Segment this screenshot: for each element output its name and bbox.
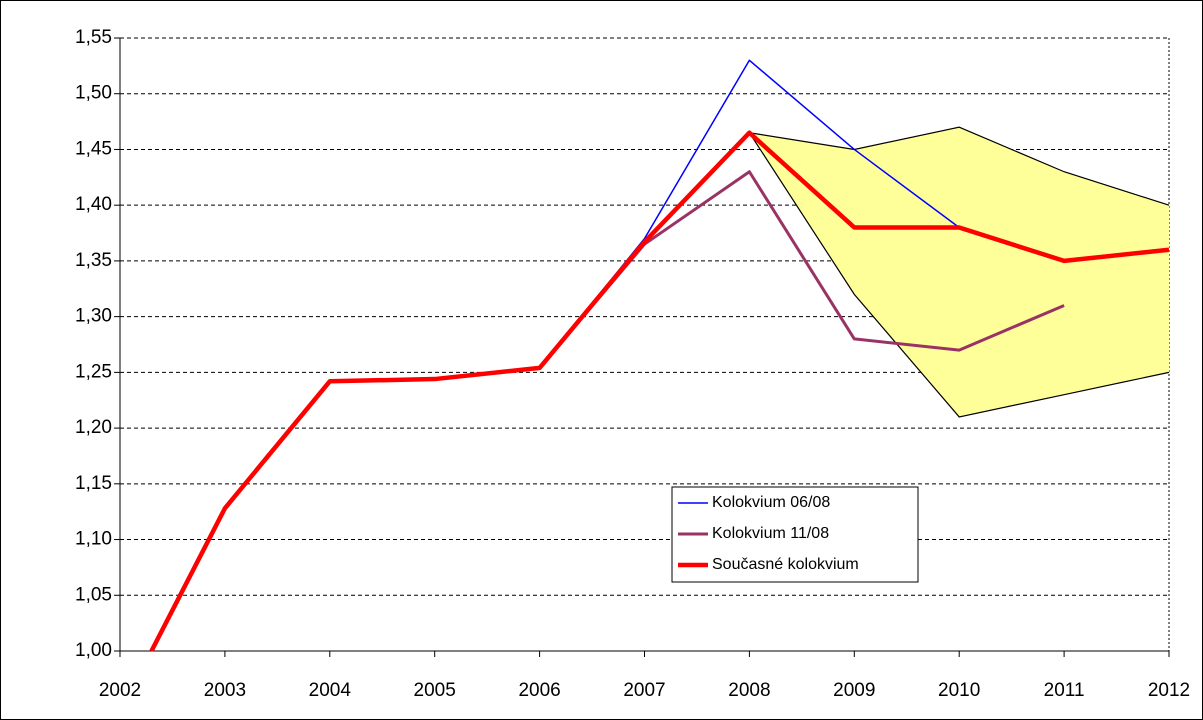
y-tick-label: 1,20 <box>75 417 112 438</box>
y-tick-label: 1,40 <box>75 194 112 215</box>
x-tick-label: 2002 <box>99 680 141 701</box>
band-edge <box>749 126 1170 206</box>
y-tick-label: 1,00 <box>75 640 112 661</box>
legend-label: Kolokvium 11/08 <box>712 525 829 542</box>
x-tick-label: 2004 <box>309 680 352 701</box>
y-tick-label: 1,05 <box>75 584 112 605</box>
y-tick-label: 1,30 <box>75 306 112 327</box>
x-tick-label: 2012 <box>1148 680 1190 701</box>
band-edge <box>748 132 1170 418</box>
x-tick-label: 2008 <box>728 680 770 701</box>
x-tick-label: 2009 <box>833 680 875 701</box>
x-tick-label: 2010 <box>938 680 980 701</box>
y-tick-label: 1,50 <box>75 83 112 104</box>
legend: Kolokvium 06/08 Kolokvium 11/08 Současné k… <box>671 486 919 583</box>
legend-label: Kolokvium 06/08 <box>712 494 830 511</box>
legend-label: Současné kolokvium <box>712 556 859 573</box>
y-tick-label: 1,10 <box>75 529 112 550</box>
band-area <box>749 127 1169 417</box>
x-tick-label: 2007 <box>623 680 665 701</box>
y-tick-label: 1,55 <box>75 27 112 48</box>
y-tick-label: 1,25 <box>75 361 112 382</box>
x-tick-label: 2011 <box>1044 680 1085 701</box>
x-tick-label: 2005 <box>414 680 456 701</box>
legend-box <box>671 486 919 583</box>
y-tick-label: 1,45 <box>75 138 112 159</box>
y-tick-label: 1,35 <box>75 250 112 271</box>
series-line <box>149 130 1170 653</box>
x-tick-label: 2003 <box>204 680 246 701</box>
y-tick-label: 1,15 <box>75 473 112 494</box>
x-tick-label: 2006 <box>518 680 560 701</box>
